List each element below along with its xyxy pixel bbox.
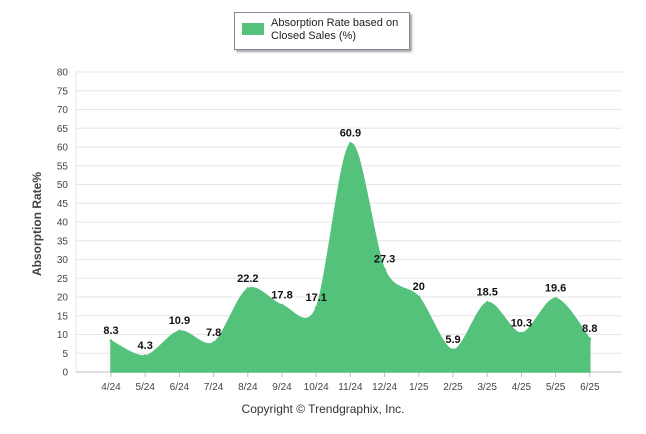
- data-point: [212, 341, 216, 345]
- data-label: 20: [413, 281, 425, 293]
- y-tick-label: 10: [57, 330, 69, 341]
- legend-swatch: [242, 23, 264, 35]
- data-label: 60.9: [340, 128, 361, 140]
- data-label: 19.6: [545, 283, 566, 295]
- x-tick-label: 3/25: [477, 382, 497, 393]
- data-label: 18.5: [476, 287, 497, 299]
- data-point: [383, 268, 387, 272]
- y-tick-label: 40: [57, 218, 69, 229]
- y-tick-label: 5: [62, 349, 68, 360]
- x-tick-label: 11/24: [338, 382, 363, 393]
- x-tick-label: 8/24: [238, 382, 258, 393]
- data-point: [246, 287, 250, 291]
- x-tick-label: 12/24: [372, 382, 397, 393]
- data-label: 22.2: [237, 273, 258, 285]
- y-tick-label: 30: [57, 255, 69, 266]
- data-label: 7.8: [206, 327, 221, 339]
- y-axis-label: Absorption Rate%: [30, 171, 44, 277]
- x-tick-labels: 4/24 5/24 6/24 7/24 8/24 9/24 10/24 11/24 12/24 1…: [101, 382, 600, 393]
- x-tick-label: 6/24: [170, 382, 190, 393]
- series-area: [110, 142, 591, 373]
- y-tick-label: 50: [57, 180, 69, 191]
- y-tick-label: 75: [57, 86, 69, 97]
- x-tick-label: 5/24: [135, 382, 155, 393]
- y-tick-label: 70: [57, 105, 69, 116]
- y-tick-labels: 0 5 10 15 20 25 30 35 40 45 50 55 60 65 70 75 80: [57, 68, 69, 379]
- data-point: [519, 331, 523, 335]
- x-tick-label: 4/24: [101, 382, 121, 393]
- x-tick-label: 7/24: [204, 382, 224, 393]
- data-label: 8.3: [103, 325, 118, 337]
- y-tick-label: 20: [57, 293, 69, 304]
- data-label: 5.9: [445, 334, 460, 346]
- y-tick-label: 55: [57, 161, 69, 172]
- data-point: [485, 301, 489, 305]
- data-label: 10.3: [511, 317, 532, 329]
- data-labels: 8.3 4.3 10.9 7.8 22.2 17.8 17.1 60.9 27.3 20 5.9 18…: [103, 128, 597, 352]
- x-tick-label: 10/24: [304, 382, 329, 393]
- y-tick-label: 80: [57, 68, 69, 79]
- y-tick-label: 0: [62, 368, 68, 379]
- data-point: [143, 354, 147, 358]
- y-tick-label: 60: [57, 143, 69, 154]
- x-tick-label: 6/25: [580, 382, 600, 393]
- x-tick-label: 4/25: [512, 382, 532, 393]
- data-point: [280, 303, 284, 307]
- data-label: 17.1: [305, 292, 326, 304]
- x-tick-label: 5/25: [546, 382, 566, 393]
- y-tick-label: 65: [57, 124, 69, 135]
- data-point: [109, 339, 113, 343]
- y-tick-label: 45: [57, 199, 69, 210]
- data-point: [177, 329, 181, 333]
- data-point: [554, 297, 558, 300]
- data-point: [314, 306, 318, 310]
- data-point: [588, 337, 592, 341]
- y-tick-label: 35: [57, 236, 69, 247]
- data-label: 27.3: [374, 254, 395, 266]
- legend[interactable]: Absorption Rate based on Closed Sales (%…: [234, 12, 410, 50]
- x-tick-label: 1/25: [409, 382, 429, 393]
- legend-label: Absorption Rate based on Closed Sales (%…: [271, 17, 399, 42]
- series-area-group: [109, 142, 592, 373]
- data-label: 10.9: [169, 315, 190, 327]
- data-label: 4.3: [138, 340, 153, 352]
- x-tick-label: 9/24: [272, 382, 292, 393]
- y-tick-label: 15: [57, 311, 69, 322]
- y-tick-label: 25: [57, 274, 69, 285]
- copyright-text: Copyright © Trendgraphix, Inc.: [241, 402, 405, 416]
- data-point: [451, 348, 455, 352]
- data-point: [348, 142, 352, 146]
- data-label: 8.8: [582, 323, 597, 335]
- data-label: 17.8: [271, 289, 292, 301]
- data-point: [417, 295, 421, 299]
- x-tick-label: 2/25: [443, 382, 463, 393]
